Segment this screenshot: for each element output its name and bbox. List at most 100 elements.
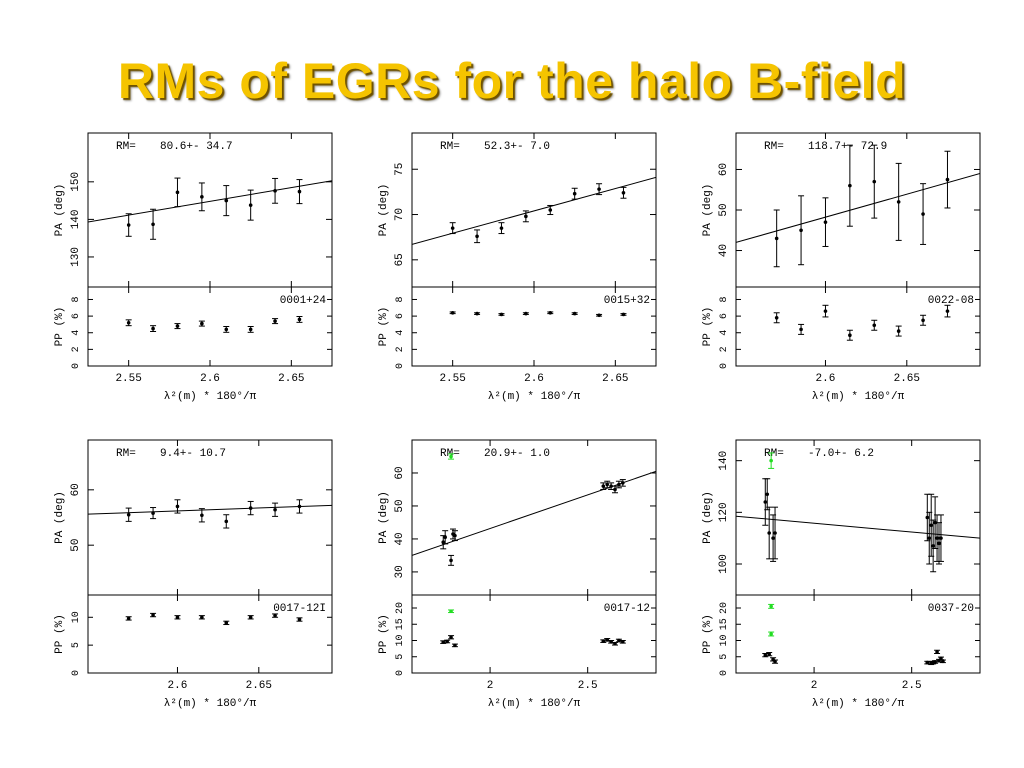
pa-point xyxy=(126,223,131,227)
pp-y-tick-label: 15 xyxy=(395,618,406,630)
pa-point xyxy=(475,234,479,239)
rm-panel-0022-08: 2.6 2.65 40 50 60 0 2 4 6 8 PA (deg) PP (%) λ²(m) * … xyxy=(702,132,981,403)
pa-point xyxy=(450,226,455,230)
pp-point xyxy=(175,615,180,620)
pp-point xyxy=(799,327,803,332)
pa-y-tick-label: 75 xyxy=(394,163,406,176)
pp-point xyxy=(297,317,302,322)
pp-point xyxy=(605,638,609,642)
pa-y-axis-label: PA (deg) xyxy=(378,491,390,544)
x-axis-label: λ²(m) * 180°/π xyxy=(164,391,257,403)
pa-point xyxy=(799,228,803,233)
x-tick-label: 2.6 xyxy=(200,373,220,385)
pa-point xyxy=(945,177,950,182)
pp-point xyxy=(621,640,625,644)
x-tick-label: 2.65 xyxy=(894,373,920,385)
pp-point xyxy=(441,640,446,644)
pa-y-tick-label: 50 xyxy=(70,539,82,552)
pp-point xyxy=(273,319,277,323)
pp-frame xyxy=(735,286,981,367)
pa-point xyxy=(449,558,453,563)
rm-label: RM= xyxy=(116,141,136,153)
pa-point xyxy=(765,492,770,497)
pp-frame xyxy=(411,594,657,674)
x-tick-label: 2.6 xyxy=(524,373,544,385)
pp-point xyxy=(823,309,828,313)
x-tick-label: 2.55 xyxy=(115,373,141,385)
pa-point xyxy=(872,179,877,184)
pa-y-tick-label: 100 xyxy=(718,554,730,574)
pp-y-tick-label: 0 xyxy=(719,670,730,676)
pp-y-axis-label: PP (%) xyxy=(54,307,66,347)
pp-y-tick-label: 2 xyxy=(71,346,82,352)
pp-y-tick-label: 2 xyxy=(719,346,730,352)
pa-point xyxy=(823,220,828,224)
pp-point xyxy=(769,632,773,636)
pp-y-tick-label: 5 xyxy=(71,642,82,648)
pa-point xyxy=(929,523,933,528)
pp-y-axis-label: PP (%) xyxy=(378,614,390,654)
x-tick-label: 2.6 xyxy=(168,680,188,692)
pa-y-tick-label: 65 xyxy=(394,253,406,266)
pp-point xyxy=(935,650,939,654)
pa-point xyxy=(297,504,302,509)
pp-point xyxy=(548,310,553,315)
pp-point xyxy=(945,309,950,313)
pa-point xyxy=(441,540,446,545)
pa-point xyxy=(151,511,155,515)
pp-y-tick-label: 6 xyxy=(395,313,406,319)
x-axis-label: λ²(m) * 180°/π xyxy=(812,391,905,403)
pp-point xyxy=(921,318,925,323)
pa-point xyxy=(773,531,777,535)
pa-point xyxy=(933,520,937,525)
pa-y-tick-label: 60 xyxy=(394,466,406,479)
pp-point xyxy=(774,315,779,320)
source-label: 0017-12I xyxy=(273,603,326,615)
pp-point xyxy=(597,313,601,318)
pa-y-axis-label: PA (deg) xyxy=(378,184,390,237)
x-axis-label: λ²(m) * 180°/π xyxy=(812,698,905,710)
pa-point xyxy=(771,536,775,540)
pa-y-tick-label: 150 xyxy=(70,172,82,192)
pp-y-tick-label: 5 xyxy=(395,654,406,660)
rm-label: RM= xyxy=(764,448,784,460)
x-tick-label: 2.65 xyxy=(246,680,272,692)
rm-value: -7.0+- 6.2 xyxy=(808,448,874,460)
pp-y-tick-label: 10 xyxy=(719,634,730,646)
pa-frame xyxy=(87,132,333,288)
source-label: 0022-08 xyxy=(928,295,974,307)
pp-y-tick-label: 4 xyxy=(395,330,406,336)
pa-point xyxy=(449,454,453,459)
pp-point xyxy=(621,312,626,317)
pp-y-axis-label: PP (%) xyxy=(378,307,390,347)
pa-y-tick-label: 30 xyxy=(394,565,406,578)
pp-y-tick-label: 20 xyxy=(719,602,730,614)
rm-panel-0037-20: 2 2.5 100 120 140 0 5 10 15 20 PA (deg) PP (%) λ²(m)… xyxy=(702,439,981,710)
x-tick-label: 2.55 xyxy=(439,373,465,385)
pp-point xyxy=(609,640,613,644)
pa-point xyxy=(601,484,606,488)
pa-y-axis-label: PA (deg) xyxy=(702,491,714,544)
pp-y-tick-label: 5 xyxy=(719,654,730,660)
pa-frame xyxy=(735,132,981,288)
pa-point xyxy=(453,533,457,538)
pa-point xyxy=(617,482,621,487)
rm-panel-0001+24: 2.55 2.6 2.65 130 140 150 0 2 4 6 8 PA (deg) PP (%) λ… xyxy=(54,132,333,403)
pa-point xyxy=(572,191,577,196)
pa-point xyxy=(200,513,204,518)
pa-point xyxy=(767,531,771,535)
pp-point xyxy=(248,615,253,620)
source-label: 0017-12 xyxy=(604,603,650,615)
pp-point xyxy=(248,327,253,332)
rm-fit-line xyxy=(412,470,656,556)
x-tick-label: 2.65 xyxy=(602,373,628,385)
pp-y-tick-label: 0 xyxy=(71,363,82,369)
rm-fit-line xyxy=(88,504,332,515)
rm-value: 9.4+- 10.7 xyxy=(160,448,226,460)
pp-frame xyxy=(735,594,981,674)
pa-y-tick-label: 60 xyxy=(70,483,82,496)
pp-y-tick-label: 8 xyxy=(71,296,82,302)
source-label: 0001+24 xyxy=(280,295,327,307)
pp-point xyxy=(767,652,771,656)
